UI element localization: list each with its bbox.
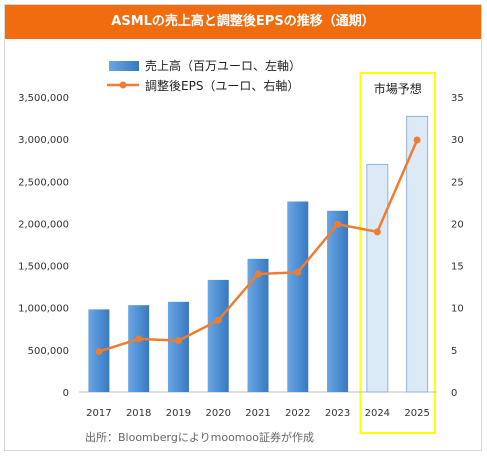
y-right-tick-label: 20: [451, 219, 464, 230]
x-tick-label: 2025: [404, 408, 429, 419]
bar-revenue-2024: [366, 163, 389, 393]
eps-point-2023: [334, 220, 342, 228]
x-tick-label: 2022: [285, 408, 310, 419]
y-left-tick-label: 2,000,000: [18, 219, 69, 230]
bar-revenue-2019: [167, 301, 189, 392]
legend-bar-swatch: [109, 61, 139, 71]
chart-title: ASMLの売上高と調整後EPSの推移（通期）: [5, 5, 481, 39]
y-left-tick-label: 2,500,000: [18, 177, 69, 188]
x-tick-label: 2024: [365, 408, 390, 419]
eps-point-2025: [413, 136, 421, 144]
x-tick-label: 2020: [205, 408, 230, 419]
eps-point-2021: [254, 270, 262, 278]
y-right-tick-label: 10: [451, 304, 464, 315]
x-tick-label: 2019: [166, 408, 191, 419]
y-right-tick-label: 15: [451, 262, 464, 273]
y-left-tick-label: 3,500,000: [18, 93, 69, 104]
bar-revenue-2023: [327, 210, 349, 392]
bar-revenue-2022: [287, 201, 309, 392]
bar-revenue-2021: [247, 258, 269, 392]
y-left-tick-label: 3,000,000: [18, 135, 69, 146]
y-right-tick-label: 0: [451, 388, 457, 399]
x-tick-label: 2021: [245, 408, 270, 419]
bar-revenue-2018: [128, 305, 150, 392]
y-left-tick-label: 1,000,000: [18, 304, 69, 315]
bar-revenue-2020: [207, 279, 229, 392]
eps-point-2022: [294, 268, 302, 276]
chart-frame: ASMLの売上高と調整後EPSの推移（通期） 市場予想 0 500,000 1,000…: [4, 4, 482, 451]
y-left-tick-label: 1,500,000: [18, 262, 69, 273]
forecast-highlight-box: [359, 72, 437, 434]
source-note: 出所：Bloombergによりmoomoo証券が作成: [85, 430, 314, 444]
y-right-tick-label: 5: [451, 346, 457, 357]
bar-revenue-2025: [406, 115, 429, 393]
legend-revenue-label: 売上高（百万ユーロ、左軸）: [145, 58, 301, 73]
eps-point-2017: [95, 348, 103, 356]
y-right-tick-label: 35: [451, 93, 464, 104]
legend-line-marker: [119, 81, 127, 89]
x-tick-label: 2023: [325, 408, 350, 419]
eps-point-2018: [135, 335, 143, 343]
forecast-label: 市場予想: [374, 81, 422, 96]
y-right-tick-label: 30: [451, 135, 464, 146]
legend-eps-label: 調整後EPS（ユーロ、右軸）: [145, 78, 299, 93]
x-tick-label: 2017: [86, 408, 111, 419]
x-tick-label: 2018: [126, 408, 151, 419]
y-left-tick-label: 500,000: [28, 346, 69, 357]
chart-canvas: 市場予想 0 500,000 1,000,000 1,500,000 2,000,000 2…: [18, 58, 464, 444]
eps-point-2020: [214, 316, 222, 324]
y-right-tick-label: 25: [451, 177, 464, 188]
eps-point-2024: [373, 228, 381, 236]
eps-point-2019: [174, 337, 182, 345]
y-left-tick-label: 0: [63, 388, 69, 399]
